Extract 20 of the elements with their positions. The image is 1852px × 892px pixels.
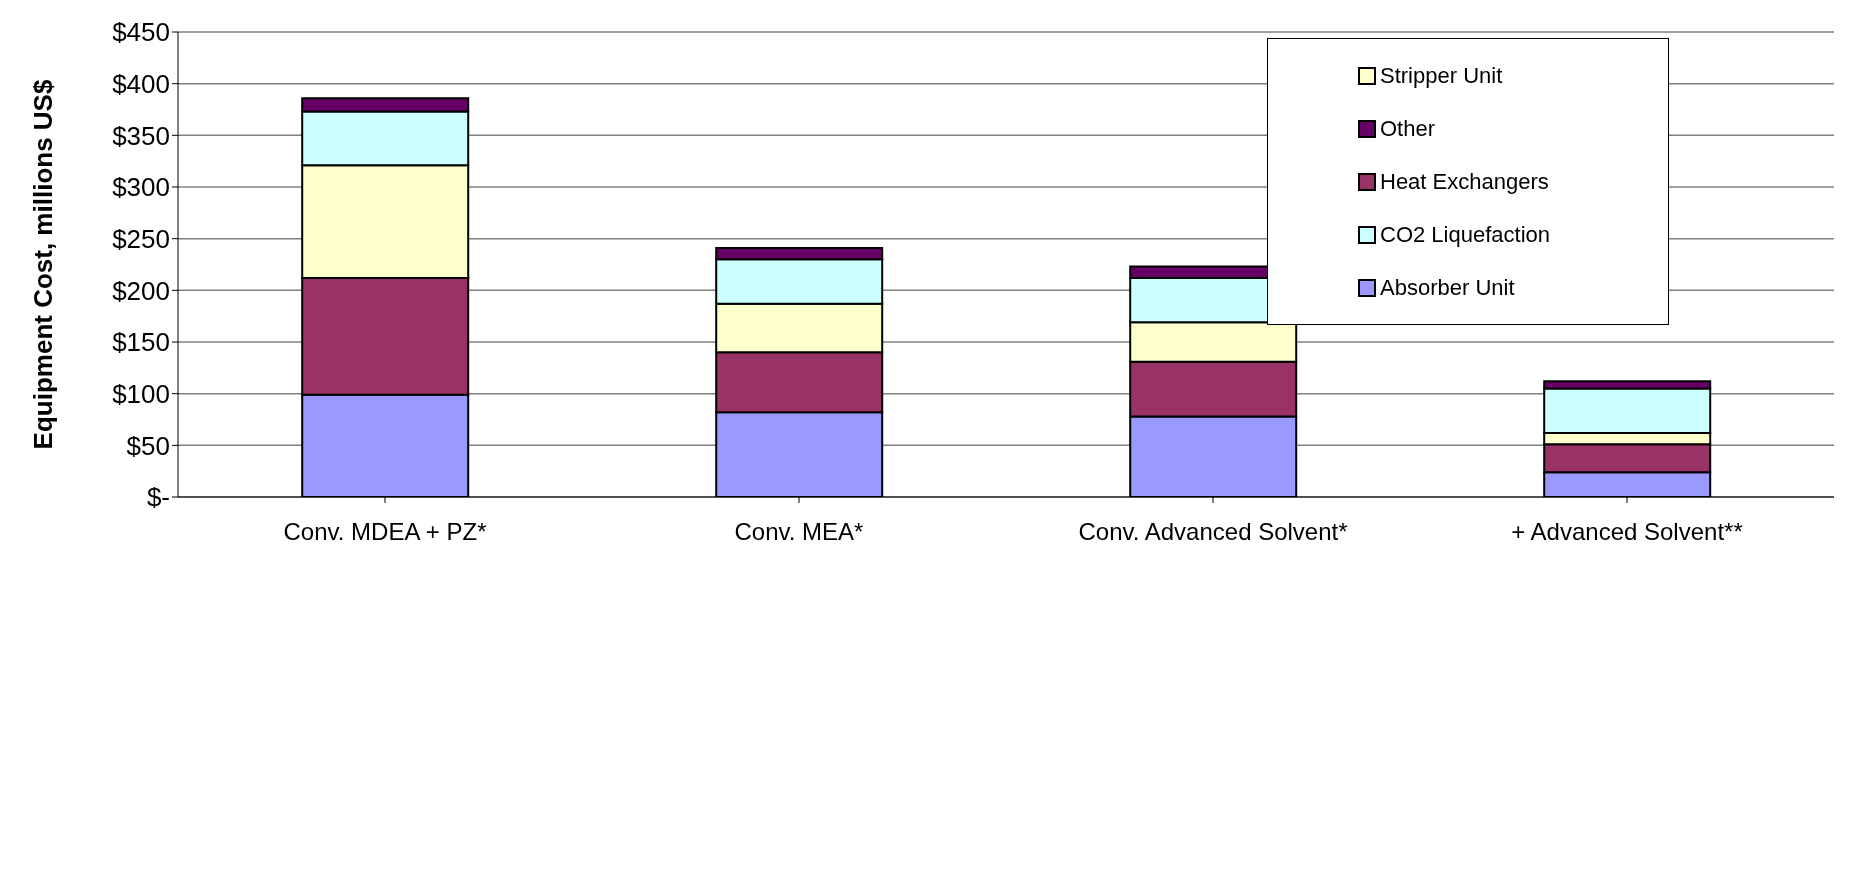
legend-label: Heat Exchangers bbox=[1380, 168, 1549, 195]
y-tick-label: $50 bbox=[126, 430, 170, 461]
x-tick-label: Conv. Advanced Solvent* bbox=[1078, 518, 1348, 546]
y-tick-label: $400 bbox=[112, 68, 170, 99]
x-tick-label: + Advanced Solvent** bbox=[1511, 518, 1743, 546]
legend-label: Absorber Unit bbox=[1380, 274, 1515, 301]
legend-label: Other bbox=[1380, 115, 1436, 142]
y-tick-label: $250 bbox=[112, 223, 170, 254]
x-tick-label: Conv. MDEA + PZ* bbox=[283, 518, 487, 546]
legend-label: Stripper Unit bbox=[1380, 62, 1503, 89]
y-tick-label: $100 bbox=[112, 378, 170, 409]
y-axis-title: Equipment Cost, millions US$ bbox=[28, 79, 59, 450]
y-tick-label: $150 bbox=[112, 327, 170, 358]
y-tick-label: $450 bbox=[112, 17, 170, 48]
y-tick-label: $- bbox=[146, 482, 170, 513]
y-tick-label: $300 bbox=[112, 172, 170, 203]
y-tick-label: $350 bbox=[112, 120, 170, 151]
y-tick-label: $200 bbox=[112, 275, 170, 306]
x-tick-label: Conv. MEA* bbox=[734, 518, 864, 546]
legend-label: CO2 Liquefaction bbox=[1380, 221, 1550, 248]
